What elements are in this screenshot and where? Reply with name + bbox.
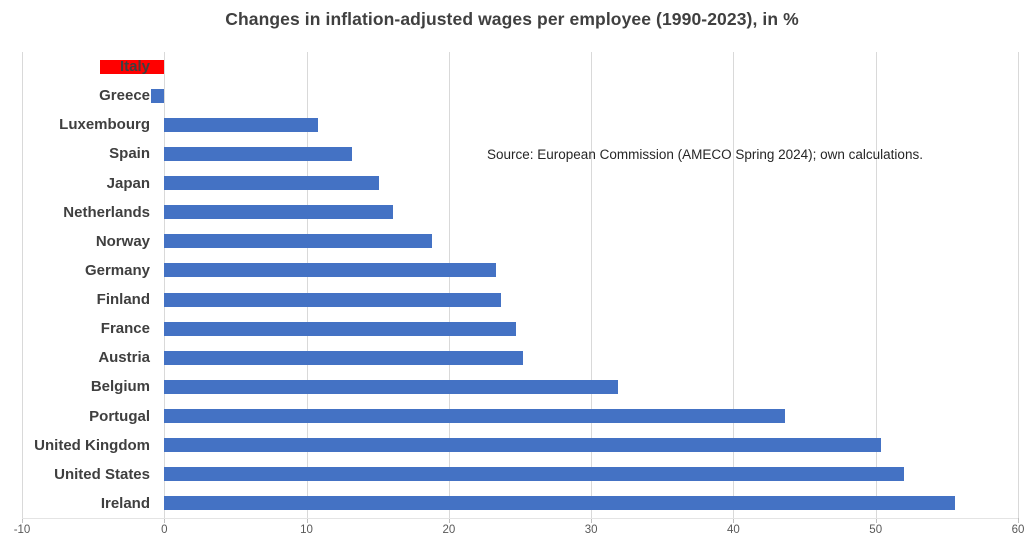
bar-greece <box>151 88 165 103</box>
bar-portugal <box>164 409 785 424</box>
bar-finland <box>164 292 502 307</box>
x-tick-label-60: 60 <box>1011 524 1024 536</box>
x-tick-label-0: 0 <box>161 524 168 536</box>
gridline-30 <box>591 52 593 518</box>
bar-germany <box>164 263 496 278</box>
bar-japan <box>164 176 380 191</box>
bar-norway <box>164 234 432 249</box>
bar-belgium <box>164 379 619 394</box>
gridline-60 <box>1018 52 1019 518</box>
bar-netherlands <box>164 205 394 220</box>
bar-ireland <box>164 496 956 511</box>
category-label-norway: Norway <box>95 232 150 250</box>
category-label-greece: Greece <box>99 87 150 105</box>
x-axis-tick--10 <box>22 518 23 523</box>
category-label-portugal: Portugal <box>89 407 150 425</box>
category-label-austria: Austria <box>98 349 150 367</box>
gridline-10 <box>306 52 308 518</box>
gridline--10 <box>22 52 23 518</box>
x-tick-label-10: 10 <box>300 524 313 536</box>
source-note: Source: European Commission (AMECO Sprin… <box>487 147 923 162</box>
x-axis-tick-20 <box>448 518 450 523</box>
x-axis-tick-50 <box>875 518 877 523</box>
category-label-germany: Germany <box>84 261 150 279</box>
bar-luxembourg <box>164 117 318 132</box>
gridline-40 <box>733 52 735 518</box>
gridline-0 <box>164 52 166 518</box>
bar-united-states <box>164 467 905 482</box>
x-axis-tick-60 <box>1018 518 1019 523</box>
x-axis-tick-10 <box>306 518 308 523</box>
category-label-finland: Finland <box>96 291 150 308</box>
category-label-japan: Japan <box>106 174 150 192</box>
gridline-50 <box>875 52 877 518</box>
x-axis-line <box>22 518 1018 519</box>
category-label-ireland: Ireland <box>100 494 150 512</box>
category-label-italy: Italy <box>119 58 150 75</box>
x-axis-tick-30 <box>591 518 593 523</box>
category-label-netherlands: Netherlands <box>63 203 150 221</box>
category-label-united-kingdom: United Kingdom <box>34 436 150 454</box>
bar-austria <box>164 350 523 365</box>
category-label-united-states: United States <box>54 465 150 483</box>
gridline-20 <box>448 52 450 518</box>
category-label-france: France <box>100 320 150 338</box>
x-tick-label-40: 40 <box>727 524 740 536</box>
x-tick-label-50: 50 <box>869 524 883 536</box>
x-axis-tick-40 <box>733 518 735 523</box>
bar-france <box>164 321 516 336</box>
x-tick-label-30: 30 <box>584 524 598 536</box>
category-label-luxembourg: Luxembourg <box>59 116 150 134</box>
chart-title: Changes in inflation-adjusted wages per … <box>225 9 799 29</box>
x-tick-label--10: -10 <box>13 524 31 536</box>
x-axis-tick-0 <box>164 518 166 523</box>
category-label-belgium: Belgium <box>90 378 150 396</box>
bar-united-kingdom <box>164 438 882 453</box>
bar-spain <box>164 146 353 161</box>
bar-italy <box>100 59 165 74</box>
category-label-spain: Spain <box>109 145 150 163</box>
x-tick-label-20: 20 <box>442 524 456 536</box>
